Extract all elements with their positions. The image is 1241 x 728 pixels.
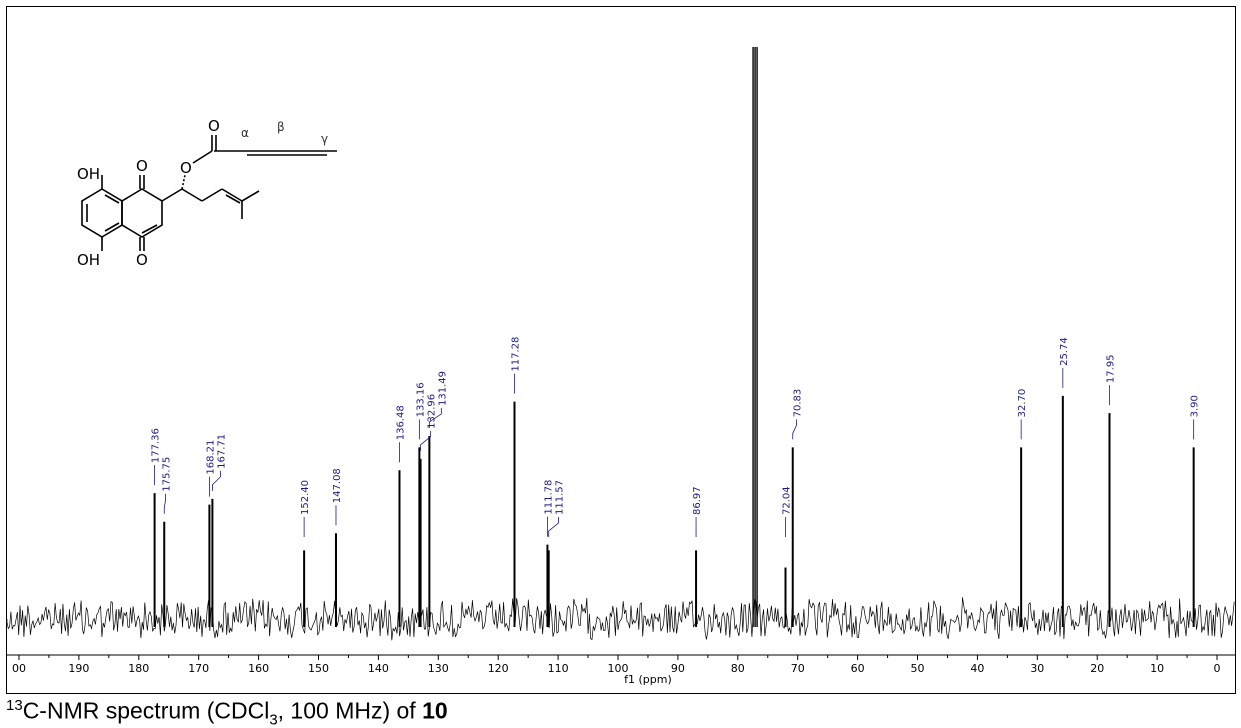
quinone-o-top-label: O — [136, 157, 148, 175]
spectrum-frame: 177.36 175.75 168.21 167.71 152.40 147.08 136.… — [6, 6, 1236, 694]
x-tick-label-100: 100 — [608, 662, 629, 675]
peak-label-86.97: 86.97 — [692, 486, 703, 515]
quinone-o-bottom-label: O — [136, 251, 148, 269]
peak-label-175.75: 175.75 — [162, 457, 173, 492]
x-tick-label-140: 140 — [368, 662, 389, 675]
x-tick-label-160: 160 — [248, 662, 269, 675]
peak-label-connector — [420, 430, 431, 451]
x-tick-label-150: 150 — [308, 662, 329, 675]
baseline-noise-trace — [7, 597, 1235, 641]
peak-label-131.49: 131.49 — [437, 371, 448, 406]
peak-label-136.48: 136.48 — [395, 405, 406, 440]
caption-subscript: 3 — [269, 711, 278, 728]
peak-label-133.16: 133.16 — [415, 382, 426, 417]
peak-label-132.96: 132.96 — [426, 394, 437, 429]
gamma-label: γ — [321, 132, 328, 146]
peak-label-connector — [163, 493, 166, 514]
x-axis: 00 190 180 170 160 150 140 130 120 110 100 90 80 70 60… — [7, 654, 1235, 686]
x-tick-label-170: 170 — [188, 662, 209, 675]
x-tick-label-180: 180 — [128, 662, 149, 675]
x-tick-label-40: 40 — [970, 662, 984, 675]
x-tick-label-20: 20 — [1090, 662, 1104, 675]
peak-label-111.78: 111.78 — [543, 480, 554, 515]
peak-label-connector — [212, 470, 221, 491]
peak-label-3.90: 3.90 — [1190, 395, 1201, 417]
x-tick-label-30: 30 — [1030, 662, 1044, 675]
x-tick-label-190: 190 — [68, 662, 89, 675]
x-tick-label-10: 10 — [1150, 662, 1164, 675]
peak-label-connector — [428, 407, 442, 428]
peak-label-147.08: 147.08 — [332, 468, 343, 503]
peak-label-167.71: 167.71 — [216, 434, 227, 469]
x-tick-label-130: 130 — [428, 662, 449, 675]
carbonyl-o-label: O — [208, 117, 220, 135]
peak-label-70.83: 70.83 — [792, 389, 803, 418]
caption-text-2: , 100 MHz) of — [277, 697, 423, 724]
x-tick-label-110: 110 — [548, 662, 569, 675]
caption-isotope: 13 — [6, 697, 23, 714]
peak-label-25.74: 25.74 — [1059, 337, 1070, 366]
baseline-noise — [7, 597, 1235, 641]
ester-o-label: O — [180, 159, 192, 177]
peaks-layer — [153, 47, 1195, 627]
x-tick-label-70: 70 — [791, 662, 805, 675]
oh-top-label: OH — [77, 165, 100, 183]
peak-label-117.28: 117.28 — [510, 337, 521, 372]
x-tick-label-80: 80 — [731, 662, 745, 675]
x-tick-label-90: 90 — [671, 662, 685, 675]
molecule-structure — [81, 135, 337, 251]
oh-bottom-label: OH — [77, 251, 100, 269]
peak-label-32.70: 32.70 — [1017, 389, 1028, 418]
peak-label-111.57: 111.57 — [554, 480, 565, 515]
alpha-label: α — [241, 126, 249, 140]
x-tick-label-120: 120 — [488, 662, 509, 675]
beta-label: β — [277, 120, 285, 134]
x-tick-label-00: 00 — [12, 662, 26, 675]
x-tick-label-50: 50 — [911, 662, 925, 675]
peak-label-152.40: 152.40 — [300, 480, 311, 515]
peak-label-72.04: 72.04 — [781, 486, 792, 515]
peak-label-177.36: 177.36 — [151, 428, 162, 463]
peak-label-168.21: 168.21 — [205, 440, 216, 475]
x-tick-label-60: 60 — [851, 662, 865, 675]
x-axis-label: f1 (ppm) — [624, 673, 672, 686]
peak-label-connector — [792, 419, 797, 440]
x-tick-label-0: 0 — [1214, 662, 1221, 675]
caption-compound-number: 10 — [422, 697, 448, 724]
peak-label-connector — [548, 517, 559, 537]
caption-text: C-NMR spectrum (CDCl — [22, 697, 270, 724]
figure-caption: 13C-NMR spectrum (CDCl3, 100 MHz) of 10 — [6, 697, 448, 728]
peak-label-17.95: 17.95 — [1106, 354, 1117, 383]
